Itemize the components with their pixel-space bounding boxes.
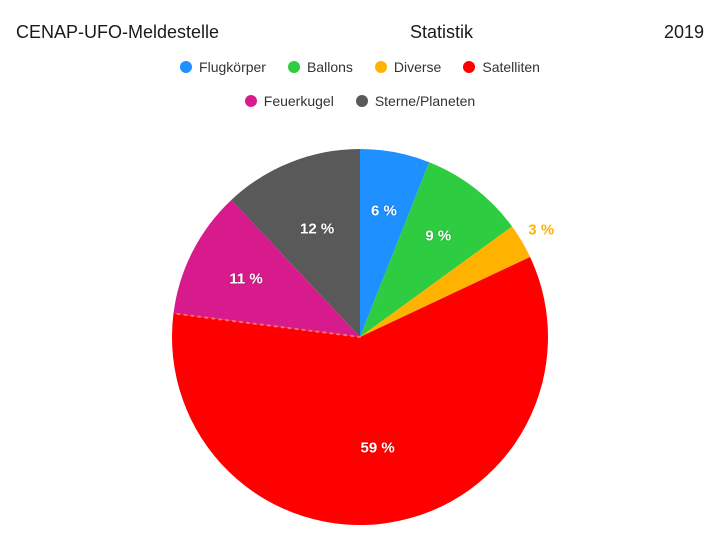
legend-item-satelliten: Satelliten [463,59,540,75]
legend-label-satelliten: Satelliten [482,59,540,75]
pie-label-flugkoerper: 6 % [371,203,397,220]
legend-swatch-sterne_planeten [356,95,368,107]
header-right: 2019 [664,22,704,43]
legend-swatch-satelliten [463,61,475,73]
legend-swatch-feuerkugel [245,95,257,107]
legend-item-sterne_planeten: Sterne/Planeten [356,93,475,109]
legend-swatch-flugkoerper [180,61,192,73]
legend-item-ballons: Ballons [288,59,353,75]
legend-label-feuerkugel: Feuerkugel [264,93,334,109]
pie-label-feuerkugel: 11 % [229,270,262,287]
legend-item-diverse: Diverse [375,59,441,75]
header-left: CENAP-UFO-Meldestelle [16,22,219,43]
pie-label-diverse: 3 % [528,221,554,238]
pie-label-ballons: 9 % [425,227,451,244]
pie-chart: 6 % 9 % 3 % 59 % 11 % 12 % [0,117,720,557]
header: CENAP-UFO-Meldestelle Statistik 2019 [0,0,720,55]
pie-label-satelliten: 59 % [361,440,395,457]
header-center: Statistik [410,22,473,43]
legend-label-diverse: Diverse [394,59,441,75]
legend-label-sterne_planeten: Sterne/Planeten [375,93,475,109]
legend-label-ballons: Ballons [307,59,353,75]
legend-label-flugkoerper: Flugkörper [199,59,266,75]
legend-item-flugkoerper: Flugkörper [180,59,266,75]
legend-item-feuerkugel: Feuerkugel [245,93,334,109]
legend-swatch-diverse [375,61,387,73]
legend: Flugkörper Ballons Diverse Satelliten Feuerk… [60,55,660,117]
legend-swatch-ballons [288,61,300,73]
pie-label-sterne_planeten: 12 % [300,220,334,237]
